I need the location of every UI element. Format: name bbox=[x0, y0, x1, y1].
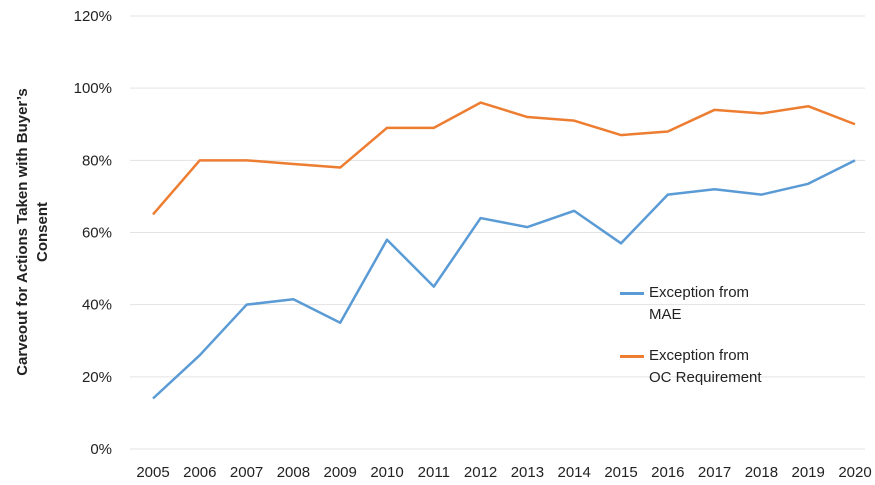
y-tick-label: 100% bbox=[74, 80, 112, 97]
x-tick-label: 2006 bbox=[183, 464, 216, 481]
x-tick-label: 2007 bbox=[230, 464, 263, 481]
legend-label: Exception from MAE bbox=[649, 284, 750, 323]
x-tick-label: 2014 bbox=[558, 464, 591, 481]
y-tick-label: 120% bbox=[74, 8, 112, 25]
x-tick-label: 2020 bbox=[838, 464, 871, 481]
y-tick-label: 0% bbox=[90, 441, 112, 458]
series-line bbox=[152, 101, 856, 216]
x-tick-label: 2009 bbox=[324, 464, 357, 481]
y-axis-label-line: Consent bbox=[34, 202, 51, 262]
y-tick-label: 80% bbox=[82, 152, 112, 169]
y-axis-label-line: Carveout for Actions Taken with Buyer’s bbox=[14, 88, 31, 376]
legend-item: Exception from OC Requirement bbox=[620, 345, 820, 389]
x-tick-label: 2016 bbox=[651, 464, 684, 481]
x-tick-label: 2008 bbox=[277, 464, 310, 481]
series-line bbox=[152, 159, 856, 400]
x-tick-label: 2013 bbox=[511, 464, 544, 481]
x-tick-label: 2015 bbox=[604, 464, 637, 481]
x-tick-label: 2019 bbox=[792, 464, 825, 481]
y-axis-label: Carveout for Actions Taken with Buyer’s C… bbox=[14, 88, 51, 376]
x-tick-label: 2018 bbox=[745, 464, 778, 481]
x-tick-label: 2010 bbox=[370, 464, 403, 481]
legend-swatch bbox=[620, 355, 644, 358]
y-tick-label: 20% bbox=[82, 369, 112, 386]
x-tick-label: 2005 bbox=[136, 464, 169, 481]
y-tick-label: 40% bbox=[82, 297, 112, 314]
x-tick-label: 2017 bbox=[698, 464, 731, 481]
legend: Exception from MAE Exception from OC Requ… bbox=[620, 282, 820, 408]
legend-item: Exception from MAE bbox=[620, 282, 820, 326]
x-tick-label: 2012 bbox=[464, 464, 497, 481]
legend-swatch bbox=[620, 292, 644, 295]
legend-label: Exception from OC Requirement bbox=[649, 347, 762, 386]
y-tick-label: 60% bbox=[82, 225, 112, 242]
x-tick-label: 2011 bbox=[418, 464, 450, 481]
